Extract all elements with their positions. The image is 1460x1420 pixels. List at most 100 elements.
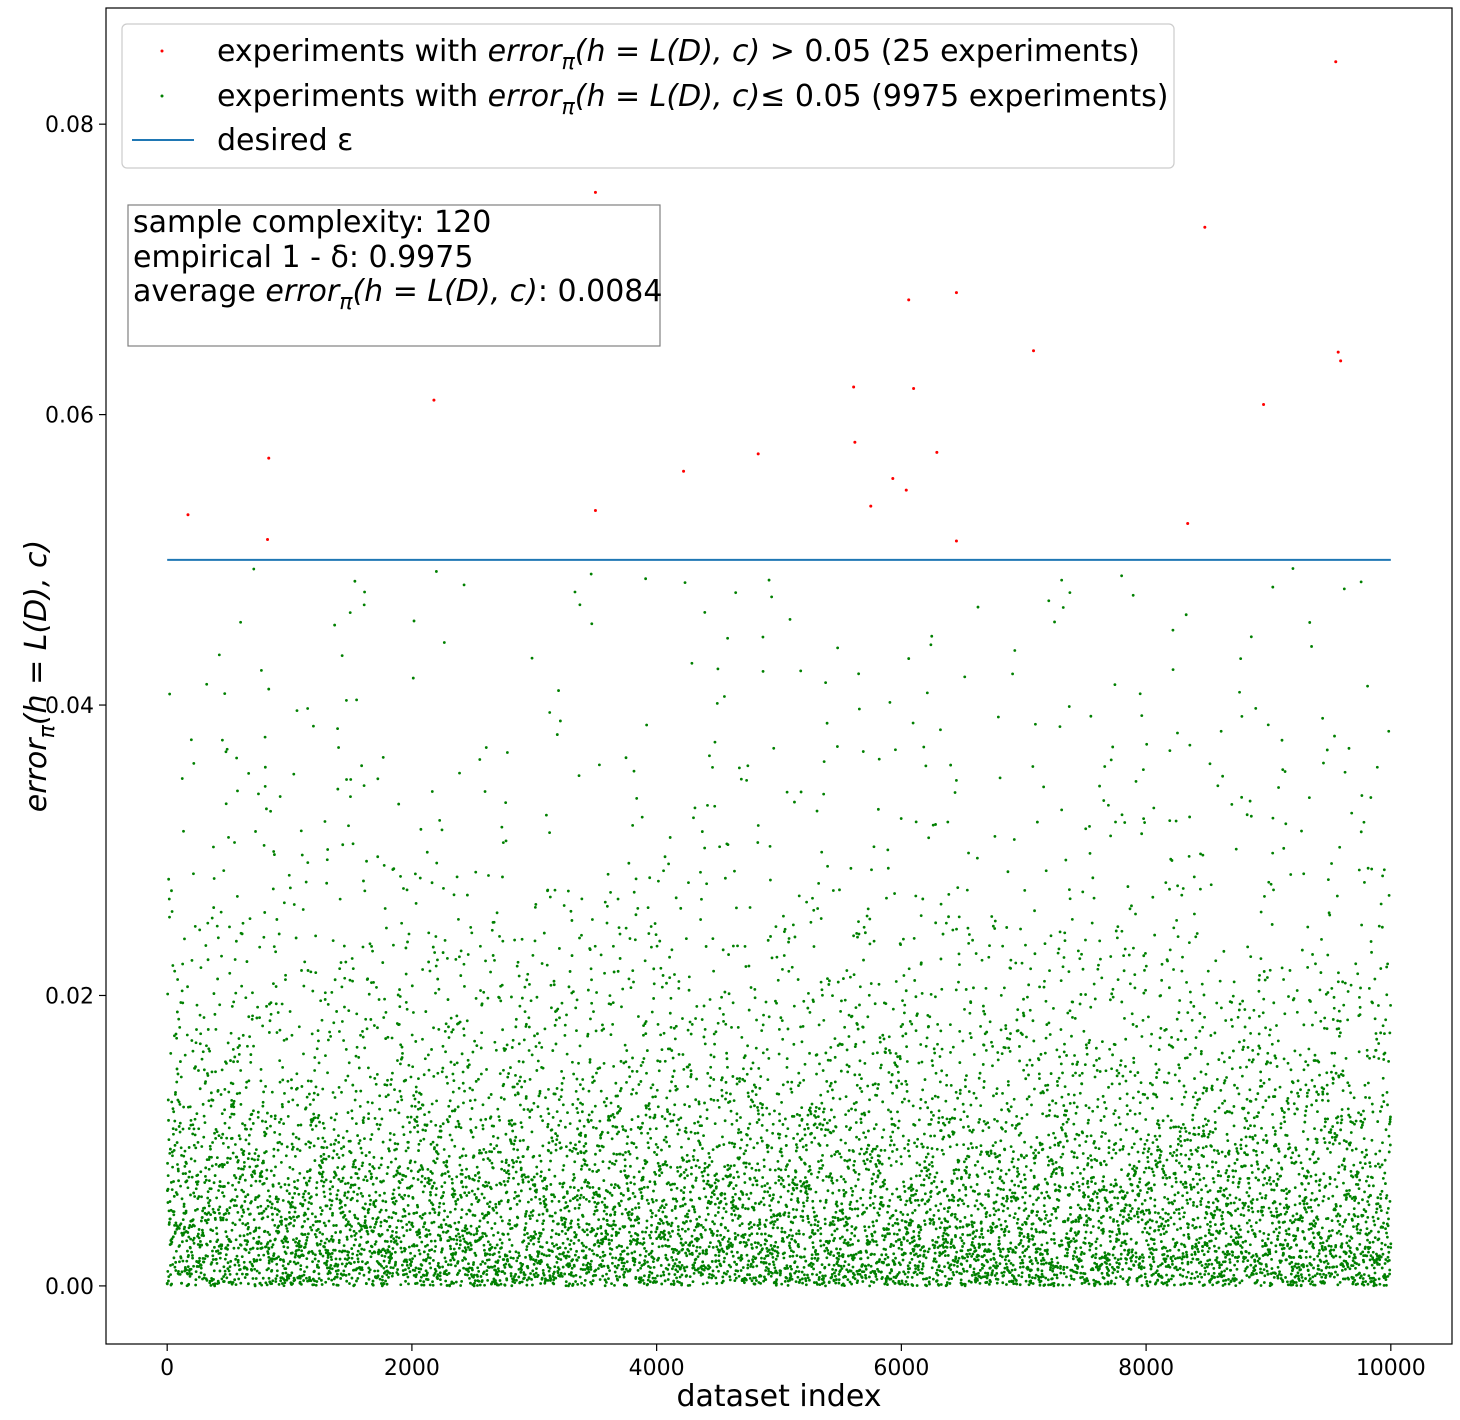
point-below-epsilon <box>362 1273 366 1277</box>
point-below-epsilon <box>200 1195 203 1199</box>
point-below-epsilon <box>319 1166 323 1169</box>
point-below-epsilon <box>479 1275 483 1278</box>
point-below-epsilon <box>718 1006 722 1010</box>
point-below-epsilon <box>618 1152 622 1156</box>
point-below-epsilon <box>182 1105 186 1109</box>
point-below-epsilon <box>476 1275 479 1278</box>
point-below-epsilon <box>724 1210 728 1214</box>
point-below-epsilon <box>370 1175 374 1179</box>
point-below-epsilon <box>373 1269 377 1273</box>
point-below-epsilon <box>452 1247 456 1251</box>
point-below-epsilon <box>278 1120 281 1124</box>
point-below-epsilon <box>492 1252 496 1256</box>
point-below-epsilon <box>215 1226 218 1230</box>
point-below-epsilon <box>367 1266 371 1270</box>
point-below-epsilon <box>214 1136 218 1140</box>
point-below-epsilon <box>668 1011 672 1015</box>
point-below-epsilon <box>637 1170 641 1174</box>
point-below-epsilon <box>386 1093 390 1097</box>
point-below-epsilon <box>340 1179 344 1183</box>
point-below-epsilon <box>415 1244 419 1248</box>
point-below-epsilon <box>465 1212 469 1216</box>
point-below-epsilon <box>347 1009 351 1013</box>
point-below-epsilon <box>181 1001 185 1005</box>
point-below-epsilon <box>194 1187 198 1191</box>
point-below-epsilon <box>751 1061 755 1065</box>
point-below-epsilon <box>488 1243 492 1247</box>
point-below-epsilon <box>505 751 509 754</box>
point-below-epsilon <box>302 1176 306 1180</box>
point-below-epsilon <box>548 831 551 835</box>
point-below-epsilon <box>195 1003 199 1007</box>
point-below-epsilon <box>177 1179 180 1183</box>
point-below-epsilon <box>551 1193 555 1197</box>
point-below-epsilon <box>376 1269 380 1273</box>
point-below-epsilon <box>411 1065 415 1069</box>
point-below-epsilon <box>592 1079 596 1083</box>
point-below-epsilon <box>597 1144 601 1148</box>
point-below-epsilon <box>234 991 238 995</box>
point-below-epsilon <box>308 1145 312 1149</box>
point-below-epsilon <box>558 1016 561 1020</box>
point-below-epsilon <box>281 1105 284 1109</box>
point-below-epsilon <box>316 1116 320 1120</box>
point-below-epsilon <box>696 1131 700 1135</box>
point-below-epsilon <box>311 1128 314 1131</box>
point-below-epsilon <box>569 1247 573 1251</box>
point-below-epsilon <box>563 1023 567 1027</box>
point-below-epsilon <box>642 1033 645 1037</box>
point-below-epsilon <box>231 1198 234 1202</box>
point-below-epsilon <box>513 1281 517 1285</box>
point-below-epsilon <box>195 1112 199 1116</box>
point-below-epsilon <box>544 813 548 817</box>
point-below-epsilon <box>203 1121 207 1124</box>
point-below-epsilon <box>172 1213 176 1217</box>
point-below-epsilon <box>565 1154 569 1158</box>
point-below-epsilon <box>620 1261 624 1265</box>
point-below-epsilon <box>329 1116 333 1120</box>
point-below-epsilon <box>202 1068 206 1072</box>
point-below-epsilon <box>484 746 488 749</box>
point-below-epsilon <box>684 1241 688 1244</box>
point-below-epsilon <box>270 1090 274 1094</box>
point-below-epsilon <box>503 1265 507 1269</box>
point-below-epsilon <box>735 1082 739 1086</box>
point-below-epsilon <box>566 889 570 893</box>
point-below-epsilon <box>619 1199 623 1203</box>
point-below-epsilon <box>194 1041 198 1045</box>
point-below-epsilon <box>734 1276 738 1280</box>
point-below-epsilon <box>303 960 307 964</box>
point-below-epsilon <box>557 1267 561 1271</box>
point-below-epsilon <box>457 917 460 921</box>
point-below-epsilon <box>584 1254 588 1258</box>
point-below-epsilon <box>293 1192 297 1195</box>
point-below-epsilon <box>197 1275 201 1279</box>
point-below-epsilon <box>512 1196 516 1200</box>
point-below-epsilon <box>679 1266 683 1270</box>
point-below-epsilon <box>276 1148 280 1152</box>
point-below-epsilon <box>568 1148 572 1152</box>
point-below-epsilon <box>474 1254 478 1257</box>
point-below-epsilon <box>500 1160 504 1164</box>
point-below-epsilon <box>625 1182 629 1185</box>
point-below-epsilon <box>466 1065 470 1069</box>
point-below-epsilon <box>729 1181 733 1185</box>
point-below-epsilon <box>370 1251 374 1255</box>
point-below-epsilon <box>175 1067 179 1071</box>
point-below-epsilon <box>372 1024 376 1027</box>
point-below-epsilon <box>510 1118 514 1122</box>
point-below-epsilon <box>351 1252 355 1256</box>
point-below-epsilon <box>544 1278 548 1282</box>
point-below-epsilon <box>193 1195 197 1198</box>
point-below-epsilon <box>181 1172 185 1176</box>
point-below-epsilon <box>553 888 557 892</box>
point-below-epsilon <box>560 1081 564 1085</box>
point-below-epsilon <box>354 1165 357 1169</box>
point-below-epsilon <box>570 1271 573 1274</box>
point-below-epsilon <box>649 1230 653 1234</box>
point-below-epsilon <box>330 1235 334 1238</box>
point-below-epsilon <box>403 1247 407 1251</box>
point-below-epsilon <box>547 1149 550 1153</box>
point-below-epsilon <box>303 1198 307 1202</box>
point-below-epsilon <box>359 1033 362 1037</box>
